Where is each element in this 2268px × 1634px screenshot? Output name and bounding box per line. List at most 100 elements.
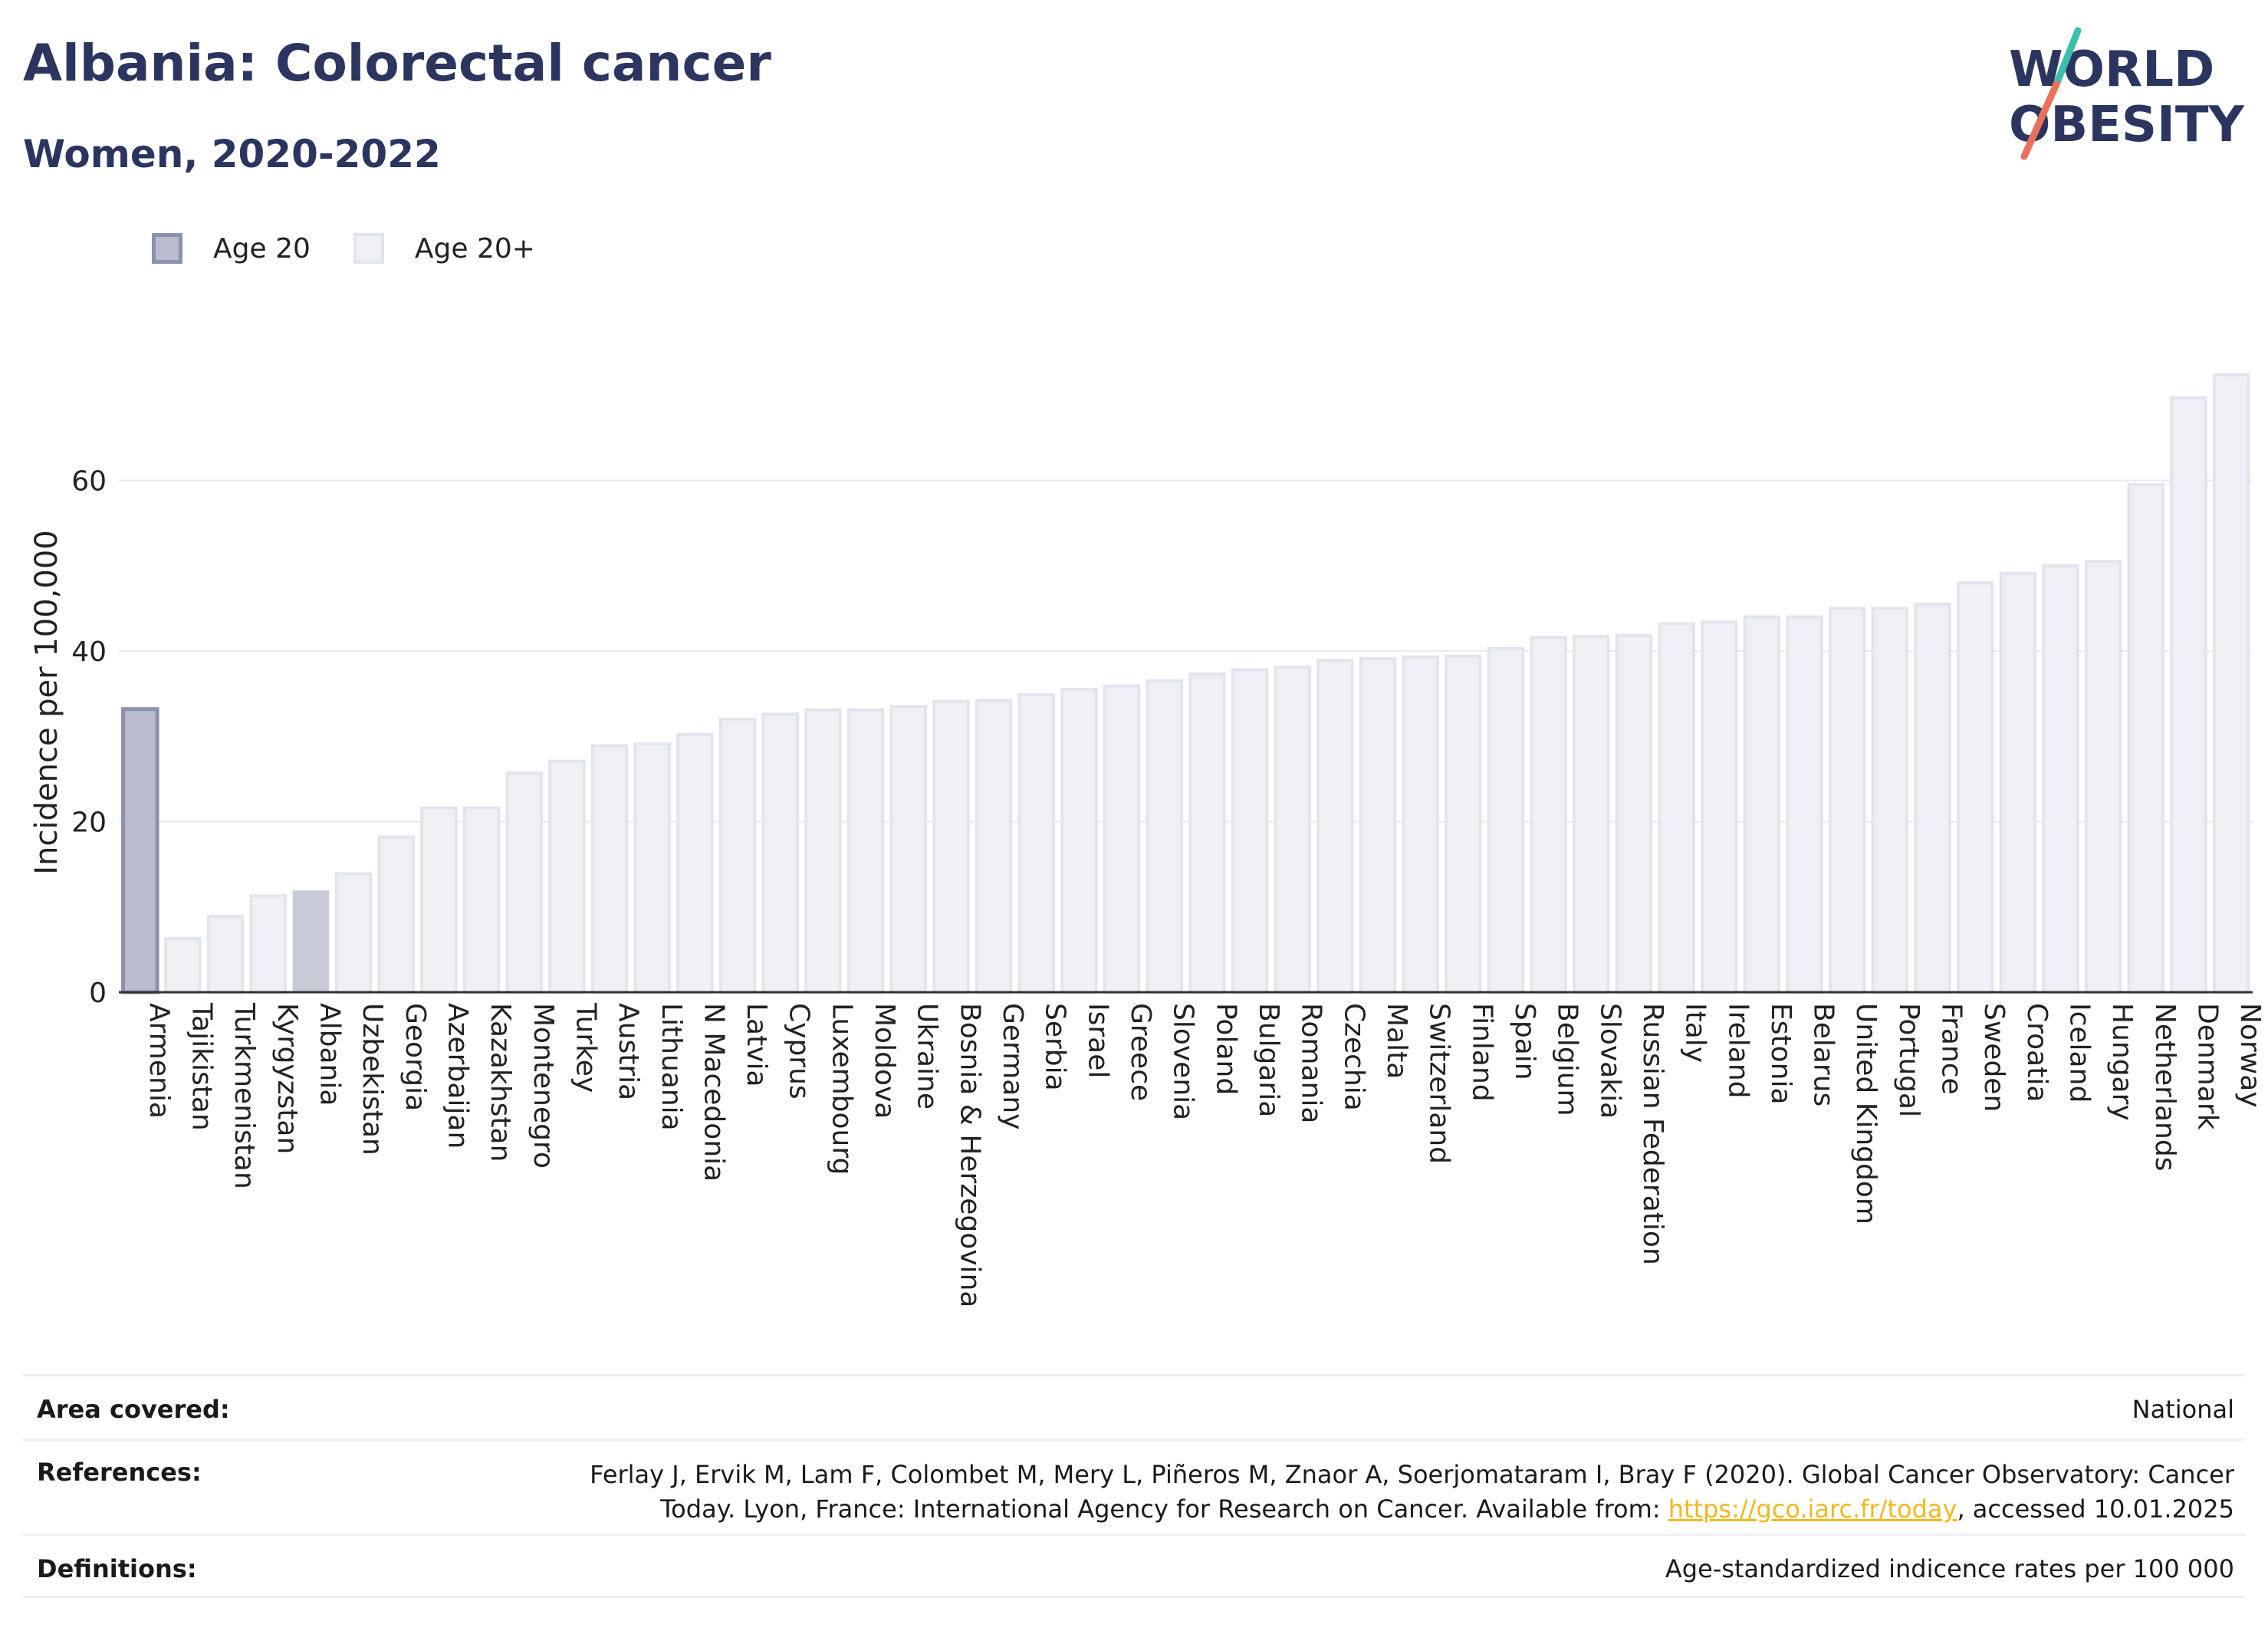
- bar-slovenia[interactable]: [1146, 679, 1183, 994]
- definitions-label: Definitions:: [37, 1554, 197, 1583]
- info-row-area: Area covered: National: [23, 1374, 2245, 1438]
- x-tick-label-uzbekistan: Uzbekistan: [357, 1003, 388, 1156]
- bar-belarus[interactable]: [1786, 615, 1823, 994]
- bar-malta[interactable]: [1359, 657, 1397, 994]
- x-tick-label-n-macedonia: N Macedonia: [698, 1003, 729, 1182]
- bar-cyprus[interactable]: [761, 712, 799, 994]
- legend: Age 20 Age 20+: [152, 228, 578, 268]
- x-tick-label-luxembourg: Luxembourg: [826, 1003, 857, 1175]
- bar-iceland[interactable]: [2042, 564, 2079, 994]
- x-tick-label-norway: Norway: [2234, 1003, 2266, 1108]
- bar-turkmenistan[interactable]: [206, 915, 245, 995]
- bar-netherlands[interactable]: [2127, 483, 2165, 995]
- legend-label-age-20: Age 20: [213, 232, 311, 265]
- bar-ireland[interactable]: [1700, 620, 1738, 994]
- bar-latvia[interactable]: [718, 718, 757, 994]
- bar-azerbaijan[interactable]: [420, 806, 458, 995]
- definitions-value: Age-standardized indicence rates per 100…: [1665, 1554, 2234, 1583]
- y-tick-label-40: 40: [71, 636, 107, 668]
- legend-item-age-20[interactable]: Age 20: [152, 233, 311, 265]
- x-tick-label-finland: Finland: [1466, 1003, 1497, 1102]
- x-tick-label-moldova: Moldova: [869, 1003, 900, 1119]
- info-table: Area covered: National References: Ferla…: [23, 1374, 2245, 1598]
- bar-spain[interactable]: [1487, 646, 1525, 994]
- bar-switzerland[interactable]: [1402, 655, 1439, 994]
- bar-montenegro[interactable]: [505, 771, 544, 995]
- bar-n-macedonia[interactable]: [676, 733, 714, 994]
- x-tick-label-turkey: Turkey: [570, 1002, 601, 1093]
- bar-greece[interactable]: [1103, 684, 1141, 994]
- x-tick-label-kyrgyzstan: Kyrgyzstan: [271, 1003, 303, 1154]
- bar-norway[interactable]: [2212, 373, 2250, 995]
- bar-czechia[interactable]: [1316, 659, 1354, 994]
- x-tick-label-turkmenistan: Turkmenistan: [228, 1002, 260, 1189]
- bar-bosnia-and-herzegovina[interactable]: [932, 699, 970, 994]
- bar-france[interactable]: [1914, 602, 1951, 994]
- references-text: Ferlay J, Ervik M, Lam F, Colombet M, Me…: [590, 1460, 2234, 1524]
- bar-kazakhstan[interactable]: [462, 806, 501, 995]
- x-tick-label-armenia: Armenia: [143, 1003, 175, 1119]
- x-tick-label-hungary: Hungary: [2106, 1003, 2138, 1121]
- x-tick-label-romania: Romania: [1296, 1003, 1327, 1123]
- bar-russian-federation[interactable]: [1615, 634, 1653, 994]
- bar-belgium[interactable]: [1530, 636, 1567, 994]
- bar-lithuania[interactable]: [633, 742, 672, 994]
- y-axis-label: Incidence per 100,000: [29, 530, 64, 875]
- bar-tajikistan[interactable]: [164, 936, 202, 994]
- x-tick-label-kazakhstan: Kazakhstan: [485, 1003, 516, 1162]
- bar-italy[interactable]: [1658, 622, 1695, 994]
- bar-serbia[interactable]: [1017, 692, 1055, 994]
- x-tick-label-albania: Albania: [314, 1003, 345, 1106]
- x-tick-label-italy: Italy: [1680, 1003, 1711, 1063]
- x-tick-label-austria: Austria: [613, 1003, 644, 1100]
- x-tick-label-united-kingdom: United Kingdom: [1850, 1003, 1882, 1225]
- legend-swatch-age-20: [152, 233, 182, 264]
- bar-germany[interactable]: [975, 699, 1013, 994]
- bar-turkey[interactable]: [548, 759, 586, 994]
- bar-romania[interactable]: [1274, 666, 1311, 994]
- bar-slovakia[interactable]: [1573, 635, 1610, 994]
- area-covered-label: Area covered:: [37, 1395, 230, 1424]
- bar-finland[interactable]: [1445, 654, 1482, 994]
- bar-portugal[interactable]: [1871, 607, 1909, 994]
- bar-ukraine[interactable]: [889, 705, 927, 994]
- x-tick-label-georgia: Georgia: [399, 1003, 431, 1111]
- x-tick-label-sweden: Sweden: [1978, 1003, 2010, 1112]
- x-tick-label-portugal: Portugal: [1893, 1003, 1925, 1117]
- bar-luxembourg[interactable]: [804, 708, 842, 994]
- bar-georgia[interactable]: [377, 835, 416, 994]
- x-tick-label-bosnia-and-herzegovina: Bosnia & Herzegovina: [954, 1003, 985, 1307]
- bar-united-kingdom[interactable]: [1828, 607, 1866, 994]
- x-tick-label-ireland: Ireland: [1722, 1003, 1754, 1099]
- bar-austria[interactable]: [590, 744, 629, 994]
- bar-denmark[interactable]: [2170, 396, 2207, 994]
- bar-hungary[interactable]: [2084, 560, 2122, 994]
- references-value: Ferlay J, Ervik M, Lam F, Colombet M, Me…: [586, 1458, 2234, 1527]
- references-label: References:: [37, 1458, 202, 1487]
- world-obesity-logo: WORLD OBESITY: [2009, 27, 2244, 160]
- logo-accent-teal: [2053, 27, 2082, 88]
- x-tick-label-latvia: Latvia: [741, 1003, 772, 1087]
- bar-sweden[interactable]: [1956, 581, 1994, 994]
- bar-armenia[interactable]: [121, 707, 159, 995]
- x-tick-label-poland: Poland: [1210, 1003, 1241, 1095]
- x-tick-label-belarus: Belarus: [1808, 1003, 1839, 1106]
- bar-poland[interactable]: [1188, 672, 1226, 994]
- x-tick-label-croatia: Croatia: [2021, 1003, 2053, 1102]
- x-tick-label-czechia: Czechia: [1338, 1003, 1369, 1111]
- legend-item-age-20-plus[interactable]: Age 20+: [353, 233, 535, 265]
- y-tick-label-0: 0: [89, 978, 107, 1009]
- bar-albania[interactable]: [292, 890, 330, 994]
- bar-israel[interactable]: [1060, 688, 1098, 994]
- x-tick-label-estonia: Estonia: [1765, 1003, 1796, 1105]
- bar-moldova[interactable]: [846, 708, 885, 994]
- references-link[interactable]: https://gco.iarc.fr/today: [1668, 1494, 1957, 1524]
- x-tick-label-denmark: Denmark: [2192, 1003, 2224, 1130]
- bar-bulgaria[interactable]: [1231, 668, 1269, 994]
- x-tick-label-switzerland: Switzerland: [1424, 1003, 1455, 1164]
- bar-uzbekistan[interactable]: [334, 872, 373, 994]
- bar-croatia[interactable]: [1999, 571, 2037, 995]
- bar-kyrgyzstan[interactable]: [249, 894, 288, 994]
- bar-estonia[interactable]: [1743, 615, 1781, 994]
